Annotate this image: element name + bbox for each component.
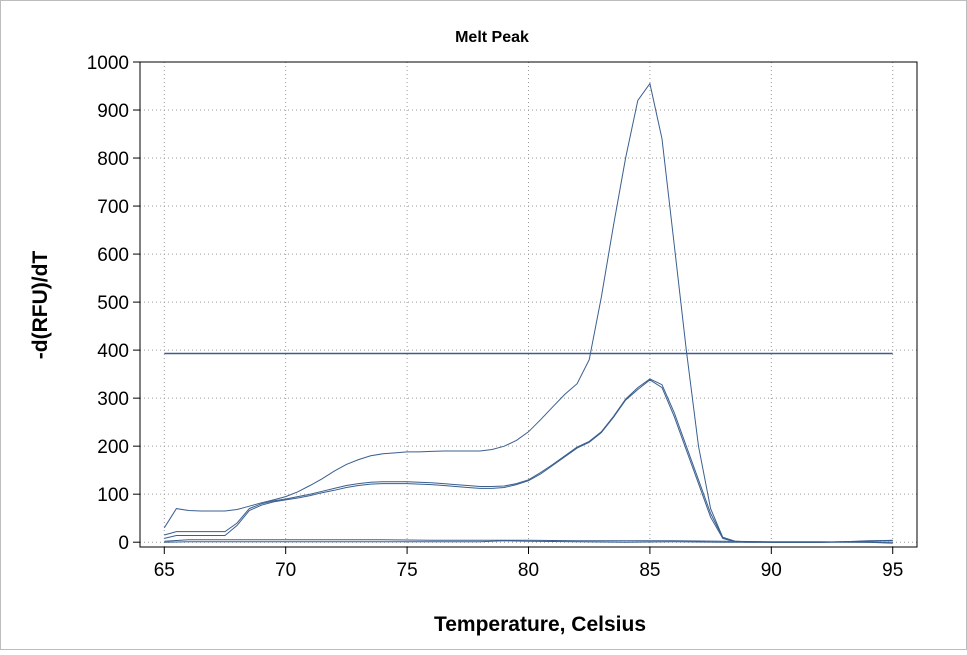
y-tick-label: 300 [97,389,129,410]
x-tick-label: 80 [518,560,539,581]
x-tick-label: 90 [761,560,782,581]
series-line [163,82,893,543]
x-tick-label: 65 [154,560,175,581]
series-line [164,379,893,543]
y-tick-label: 1000 [87,53,129,74]
x-tick-label: 75 [397,560,418,581]
chart-title: Melt Peak [455,29,529,46]
x-axis-label: Temperature, Celsius [434,613,646,636]
y-tick-label: 500 [97,293,129,314]
series-line [164,540,893,544]
grid-lines [140,61,917,547]
y-tick-label: 600 [97,245,129,266]
y-tick-label: 0 [118,533,129,554]
axis-ticks: 65 70 75 80 85 90 95 0 100 200 300 400 500 600 700 800 9… [87,53,904,581]
series-line [164,378,893,543]
y-tick-label: 800 [97,149,129,170]
x-tick-label: 95 [882,560,903,581]
x-tick-label: 70 [275,560,296,581]
y-tick-label: 900 [97,101,129,122]
y-axis-label: -d(RFU)/dT [29,251,52,360]
y-tick-label: 100 [97,485,129,506]
x-tick-label: 85 [639,560,660,581]
y-tick-label: 700 [97,197,129,218]
series-group [163,82,893,544]
y-tick-label: 200 [97,437,129,458]
y-tick-label: 400 [97,341,129,362]
